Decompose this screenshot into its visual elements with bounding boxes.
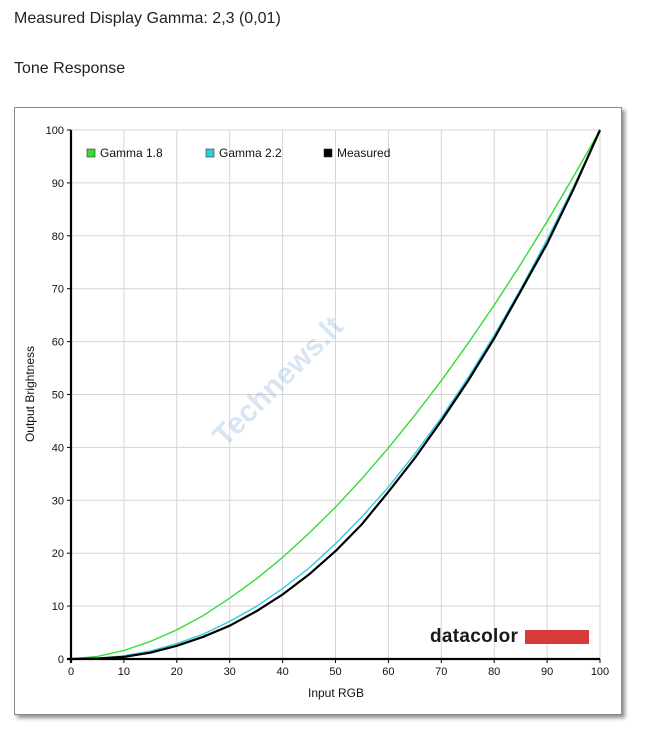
measured-gamma-text: Measured Display Gamma: 2,3 (0,01) [14, 10, 281, 27]
x-tick-label-2: 20 [171, 666, 183, 678]
y-tick-label-2: 20 [52, 548, 64, 560]
x-tick-label-6: 60 [382, 666, 394, 678]
y-axis-title: Output Brightness [23, 346, 37, 442]
grid [70, 129, 601, 660]
logo-bar [525, 630, 589, 644]
y-tick-label-5: 50 [52, 390, 64, 402]
axes [67, 129, 601, 663]
legend-label-gamma-2-2: Gamma 2.2 [219, 146, 282, 160]
legend-label-measured: Measured [337, 146, 390, 160]
y-tick-label-8: 80 [52, 231, 64, 243]
tone-response-title: Tone Response [14, 60, 126, 77]
legend: Gamma 1.8 Gamma 2.2 Measured [86, 146, 390, 160]
logo-text: datacolor [430, 626, 519, 647]
series-line-gamma-1-8 [70, 129, 601, 660]
series-line-measured [70, 129, 602, 661]
series-lines [70, 129, 602, 661]
y-tick-label-6: 60 [52, 337, 64, 349]
x-tick-label-5: 50 [329, 666, 341, 678]
y-tick-label-4: 40 [52, 442, 64, 454]
x-axis-title: Input RGB [308, 686, 364, 700]
y-tick-label-9: 90 [52, 178, 64, 190]
y-tick-label-3: 30 [52, 495, 64, 507]
y-tick-label-10: 100 [46, 125, 64, 137]
x-tick-label-10: 100 [591, 666, 609, 678]
x-tick-label-0: 0 [68, 666, 74, 678]
legend-swatch-measured [323, 148, 333, 158]
x-tick-label-1: 10 [118, 666, 130, 678]
watermark: Technews.lt [207, 310, 350, 453]
tone-response-chart: Technews.lt 0 10 20 30 40 50 60 70 80 90 100 0 10 20 3… [23, 125, 610, 700]
chart-panel: Technews.lt 0 10 20 30 40 50 60 70 80 90 100 0 10 20 3… [14, 107, 622, 715]
series-line-gamma-2-2 [70, 129, 601, 660]
y-tick-label-7: 70 [52, 284, 64, 296]
x-tick-label-8: 80 [488, 666, 500, 678]
y-tick-label-1: 10 [52, 601, 64, 613]
x-tick-label-3: 30 [224, 666, 236, 678]
x-tick-label-9: 90 [541, 666, 553, 678]
legend-swatch-gamma-1-8 [86, 148, 96, 158]
tick-labels: 0 10 20 30 40 50 60 70 80 90 100 0 10 20 30 40 50 60 70 80 9… [46, 125, 610, 678]
x-tick-label-7: 70 [435, 666, 447, 678]
y-tick-label-0: 0 [58, 654, 64, 666]
datacolor-logo: datacolor [430, 626, 589, 647]
watermark-text: Technews.lt [207, 310, 350, 453]
x-tick-label-4: 40 [276, 666, 288, 678]
legend-label-gamma-1-8: Gamma 1.8 [100, 146, 163, 160]
legend-swatch-gamma-2-2 [205, 148, 215, 158]
